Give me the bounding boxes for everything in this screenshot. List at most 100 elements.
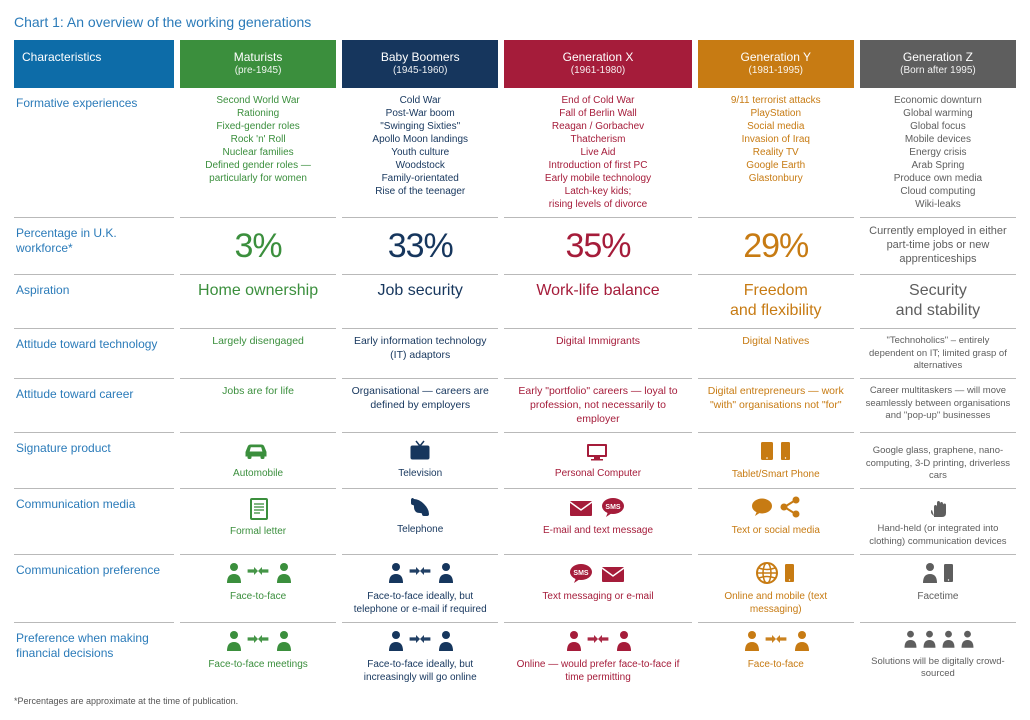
generations-table: Characteristics Maturists(pre-1945) Baby… [14, 40, 1016, 690]
aspiration-geny: Freedom and flexibility [698, 274, 854, 329]
tech-genz: "Technoholics" – entirely dependent on I… [860, 328, 1016, 378]
row-career-label: Attitude toward career [14, 378, 174, 432]
letter-icon [247, 495, 269, 523]
person-icon [386, 629, 404, 653]
envelope-icon [600, 562, 628, 584]
pref-boomers: Face-to-face ideally, but telephone or e… [342, 554, 498, 622]
percentage-geny: 29% [698, 217, 854, 274]
person-icon [224, 629, 242, 653]
arrows-icon [408, 631, 432, 651]
arrows-icon [246, 563, 270, 583]
career-genz: Career multitaskers — will move seamless… [860, 378, 1016, 432]
person-icon [436, 561, 454, 585]
percentage-boomers: 33% [342, 217, 498, 274]
person-icon [386, 561, 404, 585]
person-icon [274, 629, 292, 653]
person-icon [742, 629, 760, 653]
aspiration-genz: Security and stability [860, 274, 1016, 329]
pc-icon [584, 439, 612, 465]
speech-icon [750, 496, 774, 518]
aspiration-boomers: Job security [342, 274, 498, 329]
tech-boomers: Early information technology (IT) adapto… [342, 328, 498, 378]
pref-genz: Facetime [860, 554, 1016, 622]
arrows-icon [246, 631, 270, 651]
aspiration-maturists: Home ownership [180, 274, 336, 329]
row-finance-label: Preference when making financial decisio… [14, 622, 174, 690]
aspiration-genx: Work-life balance [504, 274, 691, 329]
career-maturists: Jobs are for life [180, 378, 336, 432]
header-geny: Generation Y(1981-1995) [698, 40, 854, 88]
career-boomers: Organisational — careers are defined by … [342, 378, 498, 432]
media-geny: Text or social media [698, 488, 854, 554]
hand-icon [926, 495, 950, 521]
career-geny: Digital entrepreneurs — work "with" orga… [698, 378, 854, 432]
finance-boomers: Face-to-face ideally, but increasingly w… [342, 622, 498, 690]
person-icon [224, 561, 242, 585]
person-icon [940, 629, 955, 651]
row-product-label: Signature product [14, 432, 174, 488]
tablet-icon [759, 439, 775, 463]
arrows-icon [764, 631, 788, 651]
product-maturists: Automobile [180, 432, 336, 488]
telephone-icon [407, 495, 433, 521]
person-icon [792, 629, 810, 653]
person-icon [564, 629, 582, 653]
arrows-icon [586, 631, 610, 651]
career-genx: Early "portfolio" careers — loyal to pro… [504, 378, 691, 432]
globe-icon [755, 561, 779, 585]
product-geny: Tablet/Smart Phone [698, 432, 854, 488]
phone-icon [942, 562, 955, 584]
formative-maturists: Second World War Rationing Fixed-gender … [180, 88, 336, 217]
arrows-icon [408, 563, 432, 583]
footnote: *Percentages are approximate at the time… [14, 696, 1016, 706]
row-pref-label: Communication preference [14, 554, 174, 622]
finance-genx: Online — would prefer face-to-face if ti… [504, 622, 691, 690]
formative-boomers: Cold War Post-War boom "Swinging Sixties… [342, 88, 498, 217]
tv-icon [407, 439, 433, 465]
share-icon [778, 495, 802, 519]
tech-genx: Digital Immigrants [504, 328, 691, 378]
person-icon [920, 561, 938, 585]
percentage-genx: 35% [504, 217, 691, 274]
media-genx: E-mail and text message [504, 488, 691, 554]
phone-icon [779, 440, 792, 462]
finance-genz: Solutions will be digitally crowd-source… [860, 622, 1016, 690]
envelope-icon [568, 496, 596, 518]
sms-icon [600, 495, 628, 519]
person-icon [614, 629, 632, 653]
media-boomers: Telephone [342, 488, 498, 554]
header-genx: Generation X(1961-1980) [504, 40, 691, 88]
car-icon [243, 439, 273, 465]
row-percentage-label: Percentage in U.K. workforce* [14, 217, 174, 274]
pref-genx: Text messaging or e-mail [504, 554, 691, 622]
header-characteristics: Characteristics [14, 40, 174, 88]
header-maturists: Maturists(pre-1945) [180, 40, 336, 88]
product-genx: Personal Computer [504, 432, 691, 488]
header-boomers: Baby Boomers(1945-1960) [342, 40, 498, 88]
header-label: Characteristics [22, 50, 101, 64]
formative-geny: 9/11 terrorist attacks PlayStation Socia… [698, 88, 854, 217]
finance-geny: Face-to-face [698, 622, 854, 690]
formative-genx: End of Cold War Fall of Berlin Wall Reag… [504, 88, 691, 217]
formative-genz: Economic downturn Global warming Global … [860, 88, 1016, 217]
person-icon [921, 629, 936, 651]
person-icon [902, 629, 917, 651]
row-tech-label: Attitude toward technology [14, 328, 174, 378]
phone-icon [783, 562, 796, 584]
person-icon [436, 629, 454, 653]
sms-icon [568, 561, 596, 585]
product-genz: Google glass, graphene, nano-computing, … [860, 432, 1016, 488]
row-aspiration-label: Aspiration [14, 274, 174, 329]
media-genz: Hand-held (or integrated into clothing) … [860, 488, 1016, 554]
product-boomers: Television [342, 432, 498, 488]
finance-maturists: Face-to-face meetings [180, 622, 336, 690]
tech-maturists: Largely disengaged [180, 328, 336, 378]
percentage-maturists: 3% [180, 217, 336, 274]
tech-geny: Digital Natives [698, 328, 854, 378]
media-maturists: Formal letter [180, 488, 336, 554]
percentage-genz: Currently employed in either part-time j… [860, 217, 1016, 274]
pref-maturists: Face-to-face [180, 554, 336, 622]
person-icon [959, 629, 974, 651]
chart-title: Chart 1: An overview of the working gene… [14, 14, 1016, 30]
row-formative-label: Formative experiences [14, 88, 174, 217]
